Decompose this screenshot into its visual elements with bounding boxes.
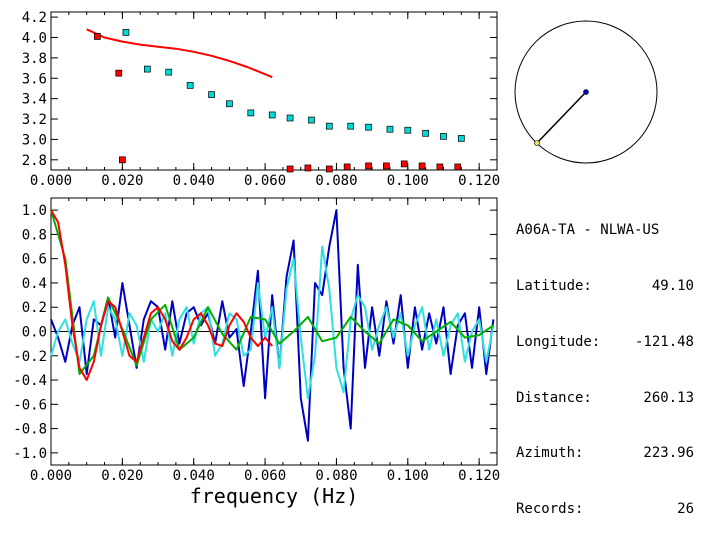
y-tick-label: 0.6 bbox=[22, 252, 47, 268]
plot-canvas: 0.000 0.020 0.040 0.060 0.080 0.100 0.120 2.8 3.… bbox=[13, 10, 658, 508]
latitude-label: Latitude: bbox=[516, 277, 592, 294]
latitude-row: Latitude: 49.10 bbox=[516, 277, 694, 296]
data-point bbox=[386, 125, 394, 133]
data-point bbox=[115, 69, 123, 77]
data-point bbox=[400, 160, 408, 168]
y-tick-label: 2.8 bbox=[22, 153, 47, 169]
data-point bbox=[304, 164, 312, 172]
series-line-0 bbox=[86, 28, 273, 79]
data-point bbox=[165, 68, 173, 76]
data-point bbox=[365, 123, 372, 131]
data-point bbox=[186, 82, 194, 89]
x-tick-label: 0.100 bbox=[387, 173, 429, 189]
data-point bbox=[119, 156, 126, 164]
y-tick-label: -1.0 bbox=[13, 446, 47, 462]
data-point bbox=[286, 165, 294, 173]
y-tick-label: 0.2 bbox=[22, 300, 47, 316]
receiver-marker bbox=[583, 89, 589, 95]
x-tick-label: 0.120 bbox=[458, 173, 500, 189]
data-point bbox=[94, 33, 101, 40]
data-point bbox=[457, 135, 465, 142]
data-point bbox=[383, 162, 390, 170]
map-circle bbox=[514, 20, 658, 164]
series-line-0 bbox=[50, 209, 495, 442]
distance-value: 260.13 bbox=[643, 389, 694, 406]
data-point bbox=[436, 163, 444, 171]
data-point bbox=[247, 109, 255, 117]
azimuth-label: Azimuth: bbox=[516, 445, 584, 462]
azimuth-value: 223.96 bbox=[643, 445, 694, 462]
data-point bbox=[143, 65, 151, 73]
data-point bbox=[404, 126, 412, 134]
x-tick-label: 0.060 bbox=[244, 173, 286, 189]
y-tick-label: 4.0 bbox=[22, 30, 47, 46]
data-point bbox=[343, 163, 351, 171]
records-value: 26 bbox=[677, 501, 694, 518]
data-point bbox=[286, 114, 294, 122]
y-tick-label: 0.4 bbox=[22, 276, 47, 292]
y-tick-label: 3.4 bbox=[22, 92, 47, 108]
y-tick-label: 3.0 bbox=[22, 132, 47, 148]
records-row: Records: 26 bbox=[516, 500, 694, 519]
data-point bbox=[308, 116, 315, 124]
x-tick-label: 0.060 bbox=[244, 468, 286, 484]
y-tick-label: 3.6 bbox=[22, 71, 47, 87]
records-label: Records: bbox=[516, 501, 584, 518]
x-tick-label: 0.080 bbox=[315, 468, 357, 484]
y-tick-label: 0.0 bbox=[22, 325, 47, 341]
x-axis-label: frequency (Hz) bbox=[190, 484, 359, 508]
azimuth-map bbox=[514, 20, 658, 164]
plot-frame bbox=[50, 11, 498, 171]
data-point bbox=[347, 122, 355, 130]
x-tick-label: 0.020 bbox=[101, 468, 143, 484]
y-tick-label: -0.6 bbox=[13, 397, 47, 413]
x-tick-label: 0.080 bbox=[315, 173, 357, 189]
y-tick-label: 0.8 bbox=[22, 227, 47, 243]
station-title: A06A-TA - NLWA-US bbox=[516, 222, 660, 239]
y-tick-label: 4.2 bbox=[22, 10, 47, 26]
distance-row: Distance: 260.13 bbox=[516, 389, 694, 408]
x-tick-label: 0.000 bbox=[30, 468, 72, 484]
longitude-label: Longitude: bbox=[516, 333, 601, 350]
x-tick-label: 0.020 bbox=[101, 173, 143, 189]
data-point bbox=[325, 122, 333, 130]
longitude-value: -121.48 bbox=[634, 333, 694, 350]
x-tick-label: 0.000 bbox=[30, 173, 72, 189]
station-info: A06A-TA - NLWA-US Latitude: 49.10 Longitu… bbox=[516, 184, 694, 537]
spectrum-plot: 0.000 0.020 0.040 0.060 0.080 0.100 0.120 -1.0 -… bbox=[13, 197, 500, 508]
path-line bbox=[536, 91, 587, 144]
y-tick-label: -0.2 bbox=[13, 349, 47, 365]
data-point bbox=[325, 165, 333, 173]
data-point bbox=[268, 111, 276, 119]
data-point bbox=[454, 163, 462, 171]
y-tick-label: -0.8 bbox=[13, 422, 47, 438]
series-line-3 bbox=[50, 209, 273, 381]
data-point bbox=[422, 129, 429, 137]
x-tick-label: 0.040 bbox=[173, 468, 215, 484]
longitude-row: Longitude: -121.48 bbox=[516, 333, 694, 352]
series-line-2 bbox=[50, 209, 494, 375]
y-tick-label: 3.2 bbox=[22, 112, 47, 128]
azimuth-row: Azimuth: 223.96 bbox=[516, 444, 694, 463]
x-tick-label: 0.120 bbox=[458, 468, 500, 484]
data-point bbox=[122, 29, 130, 36]
data-point bbox=[440, 133, 447, 140]
latitude-value: 49.10 bbox=[651, 277, 694, 294]
y-tick-label: -0.4 bbox=[13, 373, 47, 389]
data-point bbox=[418, 162, 426, 170]
data-point bbox=[226, 100, 233, 108]
data-point bbox=[365, 162, 372, 170]
y-tick-label: 1.0 bbox=[22, 203, 47, 219]
y-tick-label: 3.8 bbox=[22, 51, 47, 67]
dispersion-plot: 0.000 0.020 0.040 0.060 0.080 0.100 0.120 2.8 3.… bbox=[22, 10, 501, 189]
x-tick-label: 0.040 bbox=[173, 173, 215, 189]
source-marker bbox=[534, 140, 540, 146]
data-point bbox=[208, 91, 215, 98]
x-tick-label: 0.100 bbox=[387, 468, 429, 484]
distance-label: Distance: bbox=[516, 389, 592, 406]
